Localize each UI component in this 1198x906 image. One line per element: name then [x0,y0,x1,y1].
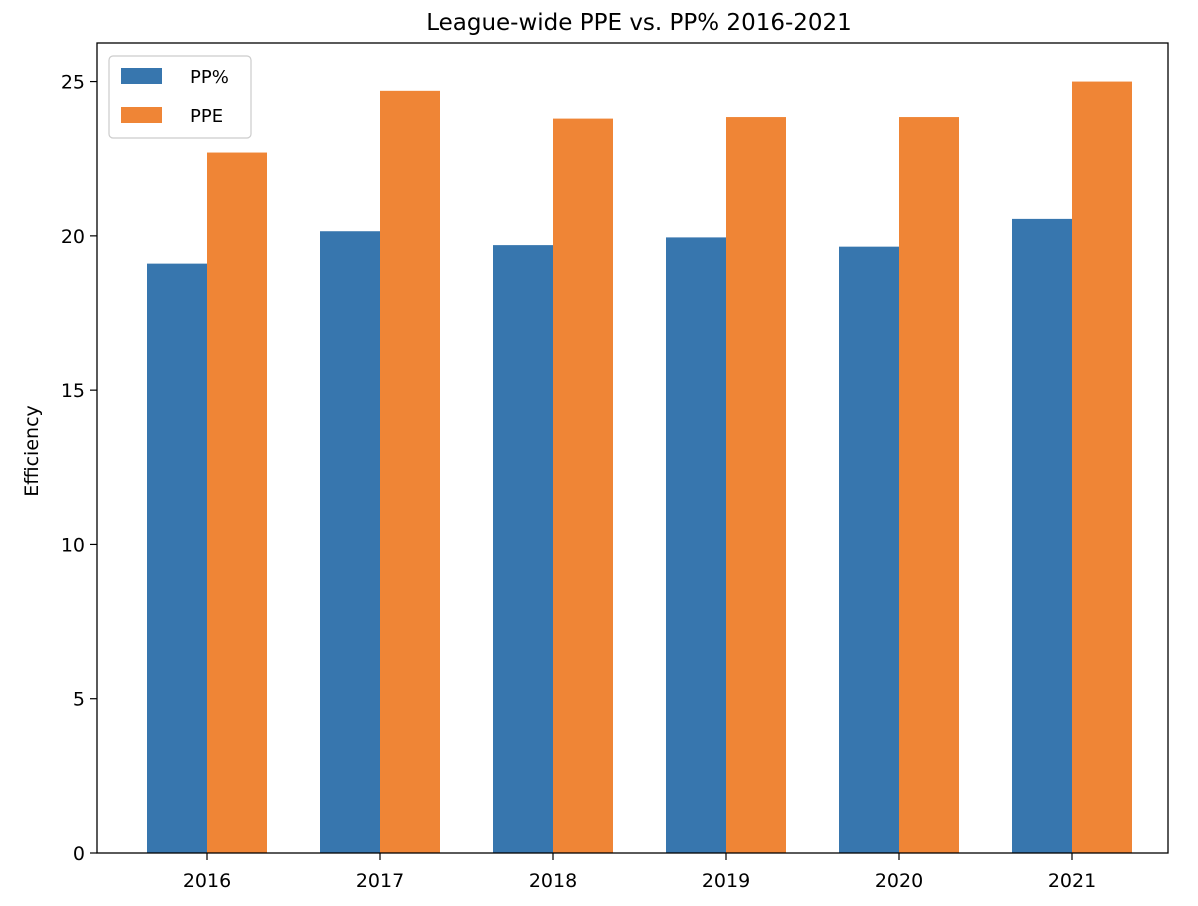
x-tick-label-2021: 2021 [1048,870,1096,892]
bar-ppe-2021 [1072,81,1132,854]
bar-ppe-2016 [207,152,267,854]
bar-pp-percent-2016 [147,263,207,854]
legend-swatch-ppe [121,107,162,123]
x-axis-ticks: 2016 2017 2018 2019 2020 2021 [183,853,1096,892]
legend-swatch-pp-percent [121,68,162,84]
x-tick-label-2018: 2018 [529,870,577,892]
bar-ppe-2019 [726,117,786,854]
legend-label-ppe: PPE [190,106,223,127]
bar-pp-percent-2018 [493,245,553,854]
chart-title: League-wide PPE vs. PP% 2016-2021 [426,10,852,36]
bar-pp-percent-2021 [1012,218,1072,853]
x-tick-label-2017: 2017 [356,870,404,892]
plot-frame [96,42,1169,854]
bar-pp-percent-2019 [666,237,726,853]
x-tick-label-2016: 2016 [183,870,231,892]
bar-ppe-2017 [380,90,440,854]
bar-ppe-2018 [553,118,613,854]
bar-pp-percent-2017 [320,231,380,853]
legend: PP% PPE [108,55,252,139]
x-tick-label-2019: 2019 [702,870,750,892]
y-axis-ticks: 0 5 10 15 20 25 [61,72,97,865]
y-tick-label-0: 0 [73,843,85,865]
x-tick-label-2020: 2020 [875,870,923,892]
y-tick-label-5: 5 [73,689,85,711]
y-tick-label-20: 20 [61,226,85,248]
bar-ppe-2020 [899,117,959,854]
bars-group [147,81,1132,854]
y-tick-label-15: 15 [61,380,85,402]
bar-pp-percent-2020 [839,246,899,853]
legend-label-pp-percent: PP% [190,67,229,88]
y-tick-label-25: 25 [61,72,85,94]
y-axis-label: Efficiency [21,405,43,497]
y-tick-label-10: 10 [61,534,85,556]
